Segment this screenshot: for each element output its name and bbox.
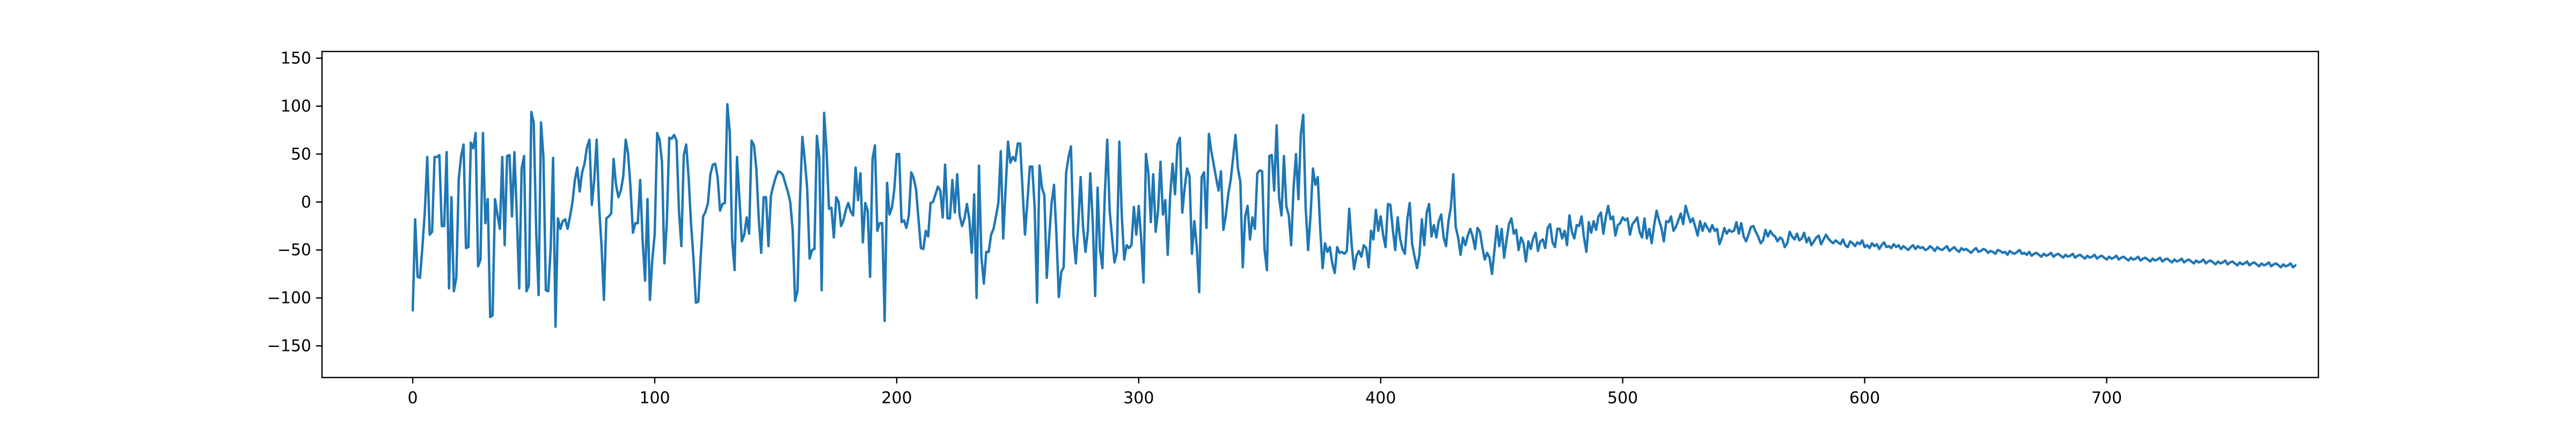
y-tick-label: −100: [267, 289, 311, 308]
x-tick-label: 700: [2091, 389, 2122, 408]
axes-frame: [321, 50, 2319, 379]
y-tick-label: −50: [277, 241, 311, 260]
x-tick-label: 200: [881, 389, 912, 408]
data-series-line: [411, 103, 2297, 328]
x-tick-label: 500: [1607, 389, 1638, 408]
plot-area: [321, 50, 2319, 379]
x-tick-label: 400: [1365, 389, 1396, 408]
x-tick-label: 600: [1849, 389, 1880, 408]
y-axis: −150 −100 −50 0 50 100 150: [267, 49, 322, 356]
y-tick-label: 150: [281, 49, 311, 68]
x-tick-label: 0: [408, 389, 418, 408]
x-axis: 0 100 200 300 400 500 600 700: [408, 378, 2122, 408]
x-tick-label: 100: [639, 389, 670, 408]
y-tick-label: 100: [281, 97, 311, 116]
y-tick-label: −150: [267, 337, 311, 356]
x-tick-label: 300: [1123, 389, 1154, 408]
y-tick-label: 0: [301, 193, 311, 212]
y-tick-label: 50: [291, 145, 311, 164]
